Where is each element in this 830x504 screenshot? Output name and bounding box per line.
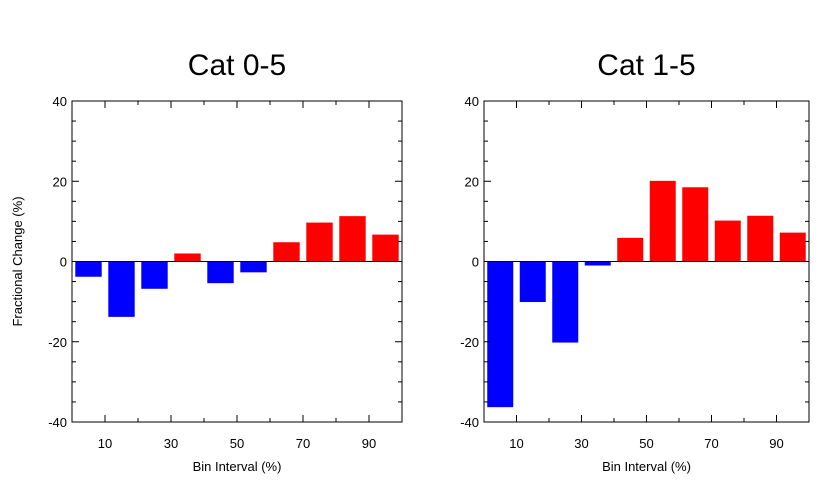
- bar: [714, 220, 741, 262]
- y-tick-label: 0: [472, 255, 479, 270]
- bar: [682, 187, 709, 262]
- x-tick-label: 50: [230, 436, 244, 451]
- bar: [649, 180, 676, 262]
- bar: [273, 242, 300, 262]
- bar: [141, 261, 168, 289]
- x-tick-label: 50: [639, 436, 653, 451]
- y-tick-label: -40: [48, 415, 67, 430]
- y-tick-label: 20: [465, 174, 479, 189]
- y-tick-label: -20: [460, 335, 479, 350]
- x-tick-label: 30: [164, 436, 178, 451]
- bar: [174, 253, 201, 262]
- y-tick-label: 40: [53, 94, 67, 109]
- x-tick-label: 30: [574, 436, 588, 451]
- x-tick-label: 10: [509, 436, 523, 451]
- y-tick-label: 0: [60, 255, 67, 270]
- y-axis-label: Fractional Change (%): [10, 196, 25, 326]
- y-tick-label: -20: [48, 335, 67, 350]
- x-tick-label: 10: [98, 436, 112, 451]
- x-axis-label: Bin Interval (%): [602, 459, 691, 474]
- bar: [240, 261, 267, 273]
- y-tick-label: 20: [53, 174, 67, 189]
- y-tick-label: -40: [460, 415, 479, 430]
- y-tick-label: 40: [465, 94, 479, 109]
- bar: [779, 232, 806, 262]
- bar: [747, 215, 774, 262]
- x-tick-label: 90: [362, 436, 376, 451]
- bar: [617, 237, 644, 262]
- bar: [339, 216, 366, 262]
- bar: [75, 261, 102, 277]
- chart-panel-2: Cat 1-5 -40 -20 0 20 40 10 30 50 70 90 Bin Interval…: [460, 49, 810, 474]
- bar: [519, 261, 546, 303]
- x-tick-label: 70: [704, 436, 718, 451]
- bar: [487, 261, 514, 408]
- x-tick-label: 90: [769, 436, 783, 451]
- chart-title: Cat 1-5: [597, 49, 695, 82]
- bar: [372, 234, 399, 262]
- bar: [306, 222, 333, 262]
- bar: [207, 261, 234, 284]
- bar: [108, 261, 135, 317]
- x-tick-label: 70: [296, 436, 310, 451]
- x-axis-label: Bin Interval (%): [193, 459, 282, 474]
- chart-title: Cat 0-5: [188, 49, 286, 82]
- bar: [552, 261, 579, 343]
- chart-panel-1: Cat 0-5 -40 -20 0 20 40 10 30 50 70 90 Bin Interval…: [10, 49, 403, 474]
- bar: [584, 261, 611, 266]
